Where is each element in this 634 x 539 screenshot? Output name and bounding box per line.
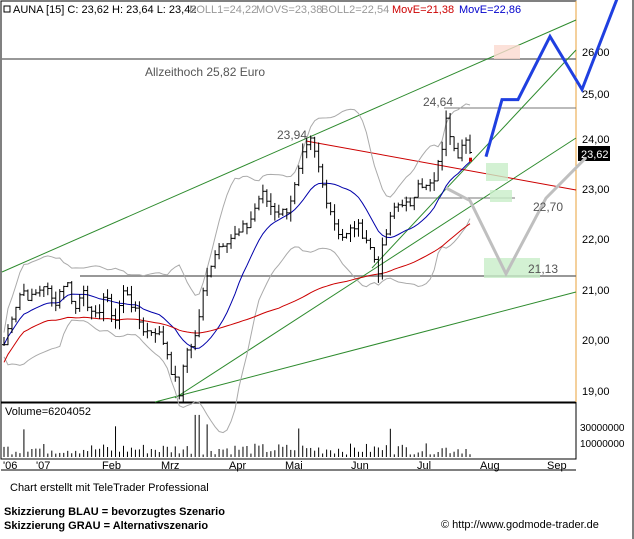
header-square-icon: [3, 5, 11, 13]
last-price-label: 23,62: [581, 149, 609, 161]
mid-annotation: 23,94: [277, 128, 307, 142]
volume-bars: [3, 414, 471, 457]
volume-tick-label: 10000000: [580, 439, 625, 450]
source-url[interactable]: http://www.godmode-trader.de: [452, 519, 599, 531]
lower-channel-line: [154, 291, 577, 403]
bollinger-upper-line: [3, 103, 471, 333]
y-tick-label: 20,00: [582, 335, 610, 347]
x-axis: '06 '07 Feb Mrz Apr Mai Jun Jul Aug Sep: [3, 460, 567, 472]
x-tick-label: Aug: [480, 460, 500, 472]
scenarios: [445, 0, 619, 278]
legend-gray: Skizzierung GRAU = Alternativszenario: [4, 520, 209, 532]
target-zone-green-3: [484, 258, 540, 278]
trendlines: [1, 19, 577, 403]
moving-averages: [3, 161, 471, 363]
y-tick-label: 25,00: [582, 89, 610, 101]
x-tick-label: Apr: [229, 460, 246, 472]
volume-tick-label: 30000000: [580, 423, 625, 434]
upper-channel-line: [1, 19, 577, 273]
high-annotation: 24,64: [423, 95, 453, 109]
y-tick-label: 24,00: [582, 134, 610, 146]
y-tick-label: 22,00: [582, 234, 610, 246]
y-tick-label: 21,00: [582, 285, 610, 297]
header-symbol-info: AUNA [15] C: 23,62 H: 23,64 L: 23,42: [13, 4, 196, 16]
x-tick-label: Jul: [417, 460, 431, 472]
gray-scenario-path: [445, 156, 588, 278]
volume-label: Volume=6204052: [5, 406, 91, 418]
chart-header: AUNA [15] C: 23,62 H: 23,64 L: 23,42 BOL…: [3, 4, 521, 16]
legend-blue: Skizzierung BLAU = bevorzugtes Szenario: [4, 506, 225, 518]
uptrend-line-2: [371, 49, 577, 269]
downtrend-line: [305, 140, 577, 191]
y-tick-label: 23,00: [582, 184, 610, 196]
uptrend-line-1: [174, 137, 577, 399]
x-tick-label: Sep: [547, 460, 567, 472]
x-tick-label: Feb: [102, 460, 121, 472]
header-move-blue: MovE=22,86: [459, 4, 521, 16]
price-panel-frame: [0, 0, 577, 403]
ma-blue-line: [3, 161, 471, 350]
header-boll2: BOLL2=22,54: [321, 4, 389, 16]
copyright-icon: ©: [441, 519, 450, 531]
ath-annotation: Allzeithoch 25,82 Euro: [145, 65, 265, 79]
header-move-red: MovE=21,38: [392, 4, 454, 16]
last-bar-marker: [469, 157, 472, 162]
target-zone-green-1: [486, 163, 508, 181]
target-zone-green-2: [490, 190, 512, 202]
x-tick-label: Mrz: [161, 460, 179, 472]
header-boll1: BOLL1=24,22: [189, 4, 257, 16]
bollinger-lower-line: [3, 218, 471, 434]
copyright-block: © http://www.godmode-trader.de: [441, 519, 599, 531]
target2-annotation: 21,13: [528, 262, 558, 276]
x-tick-label: Mai: [285, 460, 303, 472]
y-axis: 19,00 20,00 21,00 22,00 23,00 24,00 25,0…: [578, 47, 610, 398]
zones: [484, 45, 540, 278]
blue-scenario-path: [484, 0, 619, 158]
last-price-badge: [578, 146, 610, 161]
x-tick-label: '06: [3, 460, 17, 472]
target-zone-top: [494, 45, 520, 59]
x-tick-label: Jun: [351, 460, 369, 472]
chart-credit: Chart erstellt mit TeleTrader Profession…: [10, 482, 209, 494]
header-movs: MOVS=23,38: [256, 4, 322, 16]
volume-panel-frame: [0, 402, 577, 460]
target1-annotation: 22,70: [533, 200, 563, 214]
bollinger-bands: [3, 103, 471, 434]
price-bars: [2, 110, 472, 402]
ma-red-line: [3, 223, 471, 363]
x-tick-label: '07: [36, 460, 50, 472]
y-tick-label: 19,00: [582, 386, 610, 398]
